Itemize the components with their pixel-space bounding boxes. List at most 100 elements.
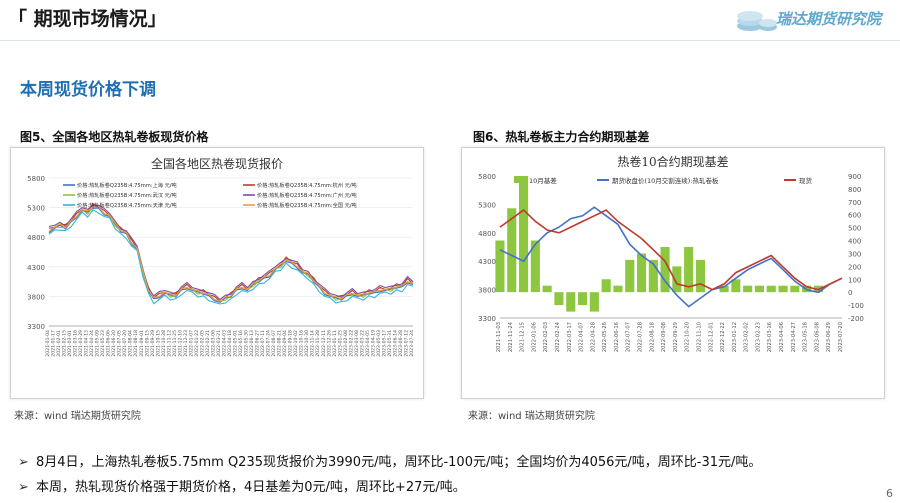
bullet-2: ➢ 本周，热轧现货价格强于期货价格，4日基差为0元/吨，周环比+27元/吨。 — [18, 476, 466, 495]
chart-2-basis-bar — [719, 285, 729, 293]
chart-1-x-tick-label: 2022-04-18 — [227, 330, 233, 357]
chart-2-x-tick-label: 2022-11-10 — [696, 322, 702, 352]
chart-1-x-tick-label: 2021-02-15 — [62, 330, 68, 357]
chart-1-x-tick-label: 2023-02-22 — [348, 330, 354, 357]
chart-1-x-tick-label: 2022-11-14 — [310, 330, 316, 357]
chart-1-x-tick-label: 2023-02-08 — [343, 330, 349, 357]
chart-2-y-right-tick-label: 100 — [848, 276, 861, 284]
chart-2-basis-bar — [542, 285, 552, 293]
chart-1-x-tick-label: 2023-04-05 — [365, 330, 371, 357]
chart-1-x-tick-label: 2021-07-05 — [117, 330, 123, 357]
chart-2-x-tick-label: 2023-04-06 — [779, 322, 785, 352]
chart-basis: 热卷10合约期现基差 5800 5300 4800 4300 3800 3300 900 800… — [461, 147, 885, 399]
chart-2-basis-bar — [731, 279, 741, 293]
chart-2-x-tick-label: 2023-02-02 — [744, 322, 750, 352]
chart-2-basis-bar — [554, 292, 564, 306]
chart-1-x-tick-label: 2022-10-30 — [304, 330, 310, 357]
chart-2-x-tick-label: 2023-02-23 — [755, 322, 761, 352]
chart-1-series-line — [48, 206, 414, 302]
chart-1-legend-label: 价格:热轧板卷Q235B:4.75mm:天津 元/吨 — [77, 201, 177, 209]
chart-1-x-tick-label: 2022-04-03 — [221, 330, 227, 357]
chart-1-x-tick-label: 2022-09-04 — [282, 330, 288, 357]
chart-1-x-tick-label: 2021-06-06 — [106, 330, 112, 357]
chart-1-x-tick-label: 2021-07-20 — [122, 330, 128, 357]
chart-1-x-tick-label: 2022-05-30 — [244, 330, 250, 357]
bullet-1: ➢ 8月4日，上海热轧卷板5.75mm Q235现货报价为3990元/吨，周环比-… — [18, 451, 761, 470]
chart-1-x-tick-label: 2021-05-23 — [100, 330, 106, 357]
company-logo — [737, 11, 777, 31]
chart-1-x-tick-label: 2023-07-24 — [409, 330, 415, 357]
chart-2-y-right-tick-label: 0 — [848, 289, 852, 297]
page-subtitle: 本周现货价格下调 — [20, 80, 156, 100]
chart-2-x-tick-label: 2023-03-16 — [767, 322, 773, 352]
chart-2-basis-bar — [530, 240, 540, 293]
chart-1-x-tick-label: 2022-03-21 — [216, 330, 222, 357]
chart-2-x-tick-label: 2023-06-29 — [826, 322, 832, 352]
chart-1-x-tick-label: 2023-05-31 — [387, 330, 393, 357]
chart-2-x-tick-label: 2022-08-18 — [649, 322, 655, 352]
figure-5-caption: 图5、全国各地区热轧卷板现货价格 — [20, 130, 209, 144]
chart-1-x-tick-label: 2021-11-25 — [172, 330, 178, 357]
chart-1-legend-label: 价格:热轧板卷Q235B:4.75mm:武汉 元/吨 — [77, 191, 177, 199]
chart-1-x-tick-label: 2021-09-01 — [139, 330, 145, 357]
chart-2-basis-bar — [625, 259, 635, 293]
chart-1-series-line — [48, 203, 414, 303]
page-number: 6 — [886, 487, 893, 500]
chart-1-x-tick-label: 2021-10-28 — [161, 330, 167, 357]
chart-1-x-tick-label: 2021-11-12 — [166, 330, 172, 357]
chart-1-x-tick-label: 2023-01-11 — [332, 330, 338, 357]
chart-2-basis-bar — [684, 247, 694, 293]
chart-2-y-right-tick-label: 600 — [848, 212, 861, 220]
chart-2-y-left-tick-label: 5800 — [478, 173, 496, 181]
figure-5-source: 来源：wind 瑞达期货研究院 — [14, 411, 141, 422]
header-divider — [0, 40, 900, 41]
chart-2-futures-line — [499, 206, 843, 308]
chart-1-title: 全国各地区热卷现货报价 — [151, 156, 283, 171]
figure-6-caption: 图6、热轧卷板主力合约期现基差 — [473, 130, 650, 144]
chart-2-basis-bar — [660, 247, 670, 293]
chart-2-x-tick-label: 2023-05-18 — [803, 322, 809, 352]
chart-1-series-line — [48, 207, 414, 303]
chart-1-y-tick-label: 5800 — [27, 175, 45, 183]
chart-1-x-tick-label: 2023-05-03 — [376, 330, 382, 357]
chart-2-legend-label: 现货 — [799, 176, 813, 185]
chart-2-x-tick-label: 2022-07-28 — [638, 322, 644, 352]
chart-1-x-tick-label: 2022-10-02 — [293, 330, 299, 357]
chart-1-legend-label: 价格:热轧板卷Q235B:4.75mm:全国 元/吨 — [257, 201, 357, 209]
chart-1-x-tick-label: 2021-12-10 — [177, 330, 183, 357]
chart-2-x-tick-label: 2021-11-24 — [508, 321, 514, 352]
chart-1-x-tick-label: 2021-04-24 — [89, 330, 95, 357]
logo-text: 瑞达期货研究院 — [776, 10, 882, 28]
chart-1-x-tick-label: 2022-05-01 — [233, 330, 239, 357]
section-title: 「 期现市场情况」 — [8, 8, 167, 30]
chart-1-x-tick-label: 2021-03-16 — [73, 330, 79, 357]
chart-2-title: 热卷10合约期现基差 — [617, 154, 728, 169]
chart-1-series-line — [48, 204, 414, 301]
chart-2-basis-bar — [743, 285, 753, 293]
bullet-arrow-icon: ➢ — [18, 455, 29, 470]
chart-1-x-tick-label: 2023-05-17 — [381, 330, 387, 357]
chart-1-x-tick-label: 2021-01-17 — [51, 330, 57, 357]
chart-2-x-tick-label: 2022-02-24 — [555, 321, 561, 352]
chart-2-basis-bar — [519, 176, 529, 293]
chart-2-basis-bar — [637, 253, 647, 293]
chart-2-x-tick-label: 2022-09-29 — [673, 322, 679, 352]
chart-1-x-tick-label: 2021-08-04 — [128, 330, 134, 357]
bullet-1-text: 8月4日，上海热轧卷板5.75mm Q235现货报价为3990元/吨，周环比-1… — [36, 455, 762, 470]
chart-2-y-right-tick-label: -100 — [848, 302, 864, 310]
chart-2-y-left-tick-label: 3800 — [478, 287, 496, 295]
chart-2-x-tick-label: 2023-07-20 — [838, 322, 844, 352]
chart-1-x-tick-label: 2022-12-11 — [321, 330, 327, 357]
chart-2-basis-bar — [601, 279, 611, 293]
chart-1-x-tick-label: 2021-05-09 — [95, 330, 101, 357]
chart-1-x-tick-label: 2022-10-16 — [299, 330, 305, 357]
chart-2-y-right-tick-label: 400 — [848, 238, 861, 246]
chart-1-x-tick-label: 2021-02-01 — [56, 330, 62, 357]
chart-2-y-right-tick-label: 700 — [848, 199, 861, 207]
chart-2-y-left-tick-label: 3300 — [478, 315, 496, 323]
chart-2-spot-line — [499, 209, 843, 291]
chart-2-basis-bar — [507, 208, 517, 293]
chart-2-svg: 热卷10合约期现基差 5800 5300 4800 4300 3800 3300 900 800… — [478, 154, 864, 352]
chart-2-y-right-tick-label: 800 — [848, 186, 861, 194]
chart-2-basis-bar — [790, 285, 800, 293]
